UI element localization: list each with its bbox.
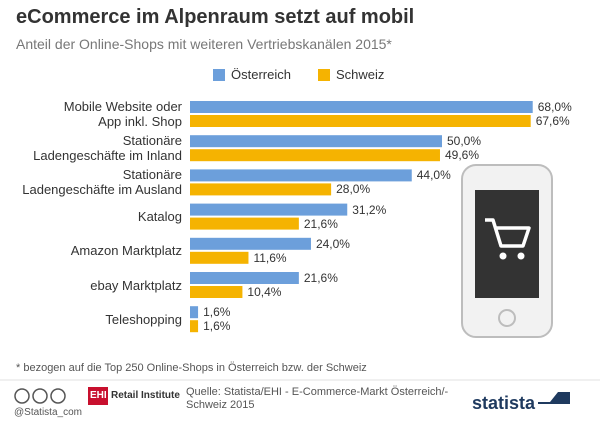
bar	[190, 306, 199, 319]
value-label: 31,2%	[352, 202, 387, 217]
value-label: 50,0%	[447, 134, 482, 149]
chart-subtitle: Anteil der Online-Shops mit weiteren Ver…	[16, 36, 392, 52]
bar	[190, 286, 243, 298]
value-label: 44,0%	[416, 168, 451, 183]
y-tick-label: Teleshopping	[105, 311, 182, 327]
bar	[190, 272, 299, 284]
legend-label: Schweiz	[336, 67, 385, 82]
chart-title: eCommerce im Alpenraum setzt auf mobil	[16, 6, 415, 28]
ehi-logo-text: Retail Institute	[111, 390, 180, 401]
y-tick-label: Stationäre Ladengeschäfte im Inland	[33, 133, 182, 164]
ehi-logo-box	[88, 387, 108, 405]
legend-label: Österreich	[231, 67, 291, 82]
value-label: 68,0%	[537, 100, 572, 114]
value-label: 21,6%	[303, 216, 338, 231]
value-label: 1,6%	[203, 319, 231, 334]
value-label: 49,6%	[444, 148, 479, 163]
legend-swatch	[213, 69, 225, 81]
handle: @Statista_com	[14, 407, 82, 418]
value-label: 21,6%	[303, 271, 338, 285]
bar	[190, 135, 442, 148]
bar	[190, 320, 199, 333]
bar	[190, 237, 311, 250]
license-icons	[14, 388, 66, 404]
bar	[190, 115, 531, 127]
bar	[190, 251, 249, 264]
phone-illustration	[461, 164, 553, 338]
bar	[190, 217, 299, 230]
value-label: 11,6%	[253, 250, 287, 265]
value-label: 28,0%	[336, 182, 371, 197]
statista-icon	[538, 392, 570, 404]
y-tick-label: Mobile Website oder App inkl. Shop	[63, 99, 182, 129]
note: * bezogen auf die Top 250 Online-Shops i…	[16, 362, 367, 374]
y-tick-label: Amazon Marktplatz	[70, 243, 182, 259]
value-label: 67,6%	[535, 114, 570, 128]
value-label: 1,6%	[203, 305, 231, 320]
value-label: 24,0%	[315, 236, 350, 251]
bar	[190, 203, 348, 216]
value-label: 10,4%	[247, 285, 282, 299]
bar	[190, 149, 440, 162]
bar	[190, 183, 332, 196]
ehi-logo: EHI	[90, 390, 107, 401]
y-tick-label: ebay Marktplatz	[90, 277, 182, 293]
bar	[190, 101, 533, 113]
y-tick-label: Stationäre Ladengeschäfte im Ausland	[22, 167, 182, 198]
brand: statista	[472, 393, 536, 413]
legend-swatch	[318, 69, 330, 81]
y-tick-label: Katalog	[137, 209, 182, 225]
bar	[190, 169, 412, 182]
source: Quelle: Statista/EHI - E-Commerce-Markt …	[186, 386, 449, 411]
